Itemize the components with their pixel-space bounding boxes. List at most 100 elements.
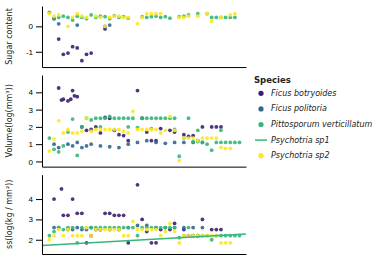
y-tick-mark [36,199,42,200]
point [228,147,232,151]
point [191,136,195,140]
point [150,116,154,120]
point [103,228,107,232]
point [233,16,237,20]
point [48,234,52,238]
point [117,14,121,18]
point [201,125,205,129]
y-tick-label: 3 [29,106,34,115]
point [126,139,130,143]
point [61,234,65,238]
point [80,59,84,63]
point [154,128,158,132]
y-tick: 2 [29,123,42,132]
series [57,86,223,143]
series [48,226,242,245]
point [71,144,75,148]
marks [48,10,237,62]
point [177,15,181,19]
point [103,115,107,119]
point [89,13,93,17]
marks [42,183,246,246]
series [52,17,107,63]
y-tick-mark [36,240,42,241]
point [187,14,191,18]
point [48,12,52,16]
point [136,183,140,187]
point [131,226,135,230]
point [108,128,112,132]
point [154,241,158,245]
point [122,16,126,20]
legend-item: Ficus politoria [258,104,327,113]
point [210,228,214,232]
point [52,230,56,234]
point [99,16,103,20]
point [159,16,163,20]
point [219,141,223,145]
y-label: ss(log(kg / mm²)) [5,180,14,249]
point [131,116,135,120]
point [71,117,75,121]
point [131,109,135,113]
point [173,128,177,132]
legend-label: Ficus botryoides [271,89,336,98]
point [173,116,177,120]
point [52,142,56,146]
point [80,129,84,133]
point [136,141,140,145]
point [61,228,65,232]
point [159,127,163,131]
point [145,128,149,132]
point [112,213,116,217]
point [57,86,61,90]
point [163,15,167,19]
y-axis: 01234 [29,76,43,168]
point [224,141,228,145]
point [99,144,103,148]
point [66,228,70,232]
point [108,228,112,232]
point [154,141,158,145]
point [126,234,130,238]
y-tick-label: 4 [29,195,34,204]
point [228,13,232,17]
point [196,139,200,143]
point [168,128,172,132]
point [75,234,79,238]
legend-swatch [258,122,263,127]
point [168,226,172,230]
legend-label: Psychotria sp2 [271,151,330,160]
legend-swatch [258,153,263,158]
point [233,141,237,145]
x-axis-line [43,254,247,255]
point [182,136,186,140]
point [177,16,181,20]
point [48,149,52,153]
point [150,127,154,131]
point [89,234,93,238]
point [205,136,209,140]
point [238,141,242,145]
point [177,159,181,163]
point [145,16,149,20]
point [159,12,163,16]
point [85,226,89,230]
point [52,14,56,18]
point [108,16,112,20]
point [103,128,107,132]
point [61,131,65,135]
point [60,187,64,191]
series [52,224,204,232]
point [71,45,75,49]
point [75,154,79,158]
point [219,146,223,150]
y-tick: 4 [29,88,42,97]
point [126,142,130,146]
point [159,234,163,238]
point [99,228,103,232]
point [108,23,112,27]
point [136,228,140,232]
point [61,14,65,18]
point [80,125,84,129]
